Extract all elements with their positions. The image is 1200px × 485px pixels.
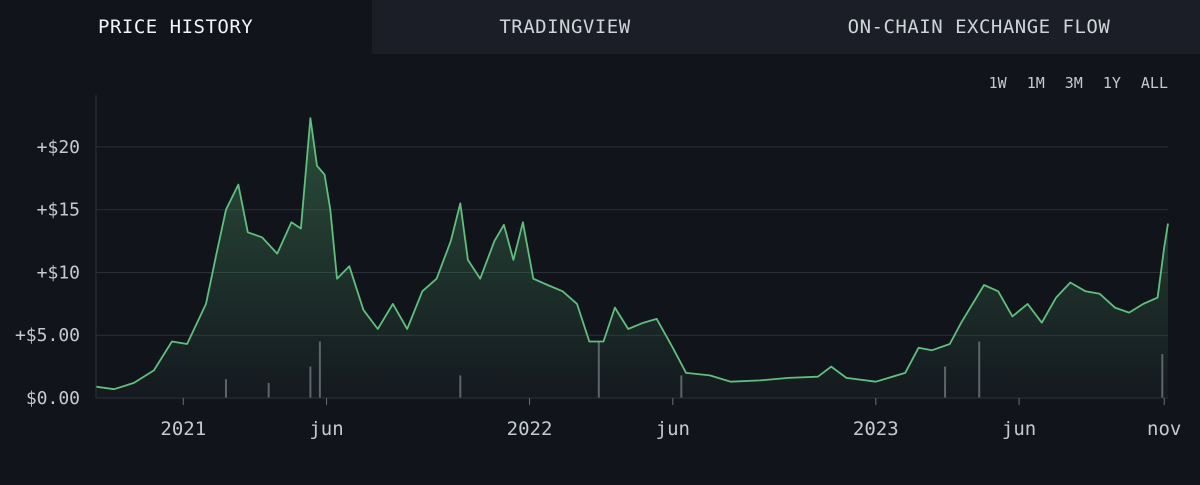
y-tick-label: +$10 xyxy=(37,262,80,283)
y-tick-label: +$20 xyxy=(37,137,80,158)
x-tick-label: 2023 xyxy=(853,418,899,440)
price-area xyxy=(95,117,1169,398)
price-area-fill xyxy=(96,118,1168,398)
price-chart-svg: $0.00+$5.00+$10+$15+$20 2021 jun 2022 jun 20… xyxy=(15,95,1181,440)
range-1m-button[interactable]: 1M xyxy=(1026,74,1045,92)
range-selector: 1W 1M 3M 1Y ALL xyxy=(989,74,1168,92)
x-tick-label: jun xyxy=(656,418,690,440)
x-tick-label: nov xyxy=(1147,418,1181,440)
x-tick-labels: 2021 jun 2022 jun 2023 jun nov xyxy=(160,398,1181,440)
tab-tradingview[interactable]: TRADINGVIEW xyxy=(372,0,758,54)
range-all-button[interactable]: ALL xyxy=(1140,74,1168,92)
y-tick-label: +$5.00 xyxy=(15,325,80,346)
range-1w-button[interactable]: 1W xyxy=(988,74,1007,92)
price-chart[interactable]: $0.00 +$5.00 +$10 +$15 +$20 2021 jun 2022 jun 20… xyxy=(0,95,1200,481)
y-tick-labels: $0.00 +$5.00 +$10 +$15 +$20 xyxy=(15,137,80,409)
tab-on-chain-exchange-flow[interactable]: ON-CHAIN EXCHANGE FLOW xyxy=(758,0,1200,54)
range-1y-button[interactable]: 1Y xyxy=(1102,74,1121,92)
y-tick-label: $0.00 xyxy=(26,388,80,409)
x-tick-label: 2021 xyxy=(160,418,206,440)
x-tick-label: 2022 xyxy=(507,418,553,440)
x-tick-label: jun xyxy=(309,418,343,440)
axes xyxy=(95,95,1168,399)
x-tick-label: jun xyxy=(1002,418,1036,440)
price-line xyxy=(95,117,1169,391)
y-tick-label: +$15 xyxy=(37,200,80,221)
tab-price-history[interactable]: PRICE HISTORY xyxy=(0,0,372,54)
tab-bar: PRICE HISTORY TRADINGVIEW ON-CHAIN EXCHA… xyxy=(0,0,1200,54)
range-3m-button[interactable]: 3M xyxy=(1064,74,1083,92)
